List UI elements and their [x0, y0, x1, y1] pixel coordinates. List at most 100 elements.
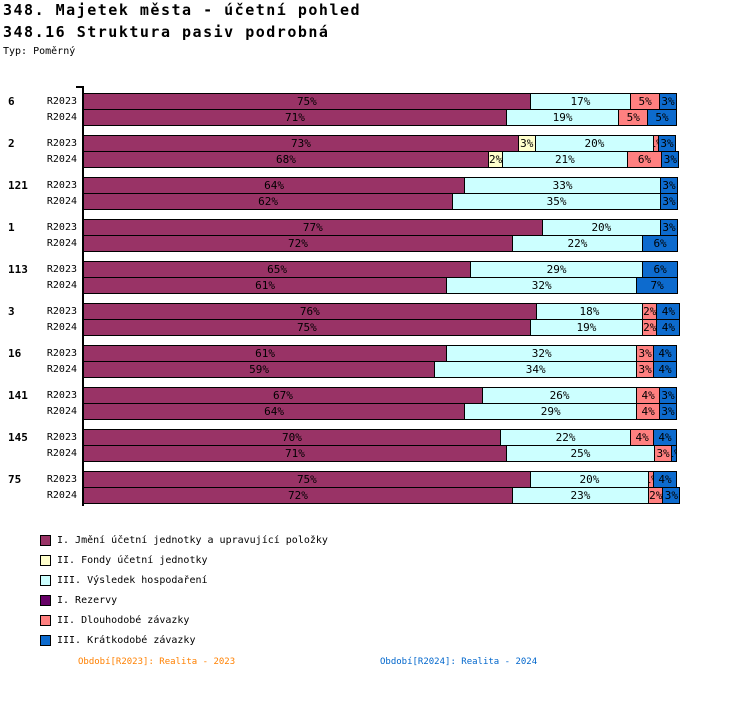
- segment-value-label: 3%: [660, 137, 674, 150]
- segment-value-label: 4%: [641, 389, 655, 402]
- bar-segment: 3%: [659, 93, 677, 110]
- bar-row: R2024 71% 25% 3%1%: [0, 445, 750, 462]
- legend-item: I. Jmění účetní jednotky a upravující po…: [40, 530, 328, 550]
- bar-segment: 4%: [653, 429, 677, 446]
- bar-segment: 65%: [83, 261, 472, 278]
- group-id-label: 75: [8, 473, 22, 486]
- segment-value-label: 4%: [661, 321, 675, 334]
- bar-segment: 6%: [642, 261, 678, 278]
- segment-value-label: 3%: [662, 179, 676, 192]
- bar-segment: 2%: [487, 151, 504, 168]
- legend: I. Jmění účetní jednotky a upravující po…: [40, 530, 328, 650]
- legend-swatch: [40, 534, 51, 546]
- bar-segment: 75%: [83, 319, 531, 336]
- bar-track: 61% 32% 3% 4%: [83, 345, 680, 362]
- legend-item: I. Rezervy: [40, 590, 328, 610]
- chart-subtitle: 348.16 Struktura pasiv podrobná: [3, 23, 330, 41]
- segment-value-label: 25%: [570, 447, 591, 460]
- bar-group: 113 R2023 65% 29% 6% R2024 61% 32% 7%: [0, 261, 750, 294]
- segment-value-label: 35%: [546, 195, 567, 208]
- bar-track: 61% 32% 7%: [83, 277, 680, 294]
- legend-swatch: [40, 554, 51, 566]
- bar-segment: 61%: [83, 277, 448, 294]
- bar-segment: 22%: [499, 429, 632, 446]
- row-period-label: R2023: [46, 390, 77, 401]
- legend-item: II. Dlouhodobé závazky: [40, 610, 328, 630]
- bar-segment: 72%: [83, 235, 513, 252]
- segment-value-label: 3%: [664, 489, 678, 502]
- bar-track: 70% 22% 4% 4%: [83, 429, 680, 446]
- bar-segment: 1%: [671, 445, 677, 462]
- bar-segment: 3%: [659, 387, 677, 404]
- segment-value-label: 3%: [661, 95, 675, 108]
- segment-value-label: 20%: [579, 473, 600, 486]
- bar-segment: 20%: [534, 135, 655, 152]
- segment-value-label: 62%: [258, 195, 278, 208]
- bar-segment: 21%: [502, 151, 628, 168]
- segment-value-label: 3%: [638, 347, 652, 360]
- segment-value-label: 3%: [662, 221, 676, 234]
- bar-segment: 3%: [660, 193, 678, 210]
- bar-track: 64% 33% 3%: [83, 177, 680, 194]
- bar-track: 71% 19% 5% 5%: [83, 109, 680, 126]
- bar-segment: 59%: [83, 361, 436, 378]
- segment-value-label: 32%: [531, 347, 552, 360]
- segment-value-label: 20%: [584, 137, 605, 150]
- row-period-label: R2024: [46, 280, 77, 291]
- bar-track: 59% 34% 3% 4%: [83, 361, 680, 378]
- segment-value-label: 4%: [658, 431, 672, 444]
- row-period-label: R2023: [46, 348, 77, 359]
- segment-value-label: 3%: [663, 153, 677, 166]
- bar-segment: 62%: [83, 193, 454, 210]
- bar-segment: 3%: [662, 487, 681, 504]
- segment-value-label: 65%: [267, 263, 287, 276]
- segment-value-label: 19%: [576, 321, 597, 334]
- segment-value-label: 4%: [635, 431, 649, 444]
- segment-value-label: 29%: [546, 263, 567, 276]
- segment-value-label: 70%: [282, 431, 302, 444]
- bar-segment: 4%: [653, 361, 677, 378]
- row-period-label: R2023: [46, 138, 77, 149]
- bar-segment: 18%: [535, 303, 644, 320]
- bar-segment: 3%: [659, 403, 677, 420]
- segment-value-label: 4%: [658, 363, 672, 376]
- bar-track: 65% 29% 6%: [83, 261, 680, 278]
- segment-value-label: 3%: [656, 447, 670, 460]
- segment-value-label: 18%: [579, 305, 600, 318]
- segment-value-label: 59%: [249, 363, 270, 376]
- bar-segment: 35%: [452, 193, 662, 210]
- bar-segment: 67%: [83, 387, 483, 404]
- bar-segment: 64%: [83, 177, 466, 194]
- bar-segment: 70%: [83, 429, 501, 446]
- bar-segment: 29%: [470, 261, 644, 278]
- footer-period-2023: Období[R2023]: Realita - 2023: [78, 657, 236, 667]
- bar-row: R2024 72% 22% 6%: [0, 235, 750, 252]
- bar-track: 75% 17% 5% 3%: [83, 93, 680, 110]
- chart-title: 348. Majetek města - účetní pohled: [3, 1, 362, 19]
- bar-segment: 64%: [83, 403, 466, 420]
- legend-label: II. Fondy účetní jednotky: [57, 554, 208, 566]
- bar-segment: 5%: [630, 93, 661, 110]
- bar-segment: 20%: [529, 471, 650, 488]
- segment-value-label: 4%: [641, 405, 655, 418]
- bar-segment: 34%: [434, 361, 638, 378]
- bar-segment: 2%: [642, 303, 658, 320]
- row-period-label: R2023: [46, 432, 77, 443]
- row-period-label: R2024: [46, 238, 77, 249]
- bar-group: 141 R2023 67% 26% 4% 3% R2024 64% 29% 4% 3%: [0, 387, 750, 420]
- bar-track: 71% 25% 3%1%: [83, 445, 680, 462]
- bar-group: 1 R2023 77% 20% 3% R2024 72% 22% 6%: [0, 219, 750, 252]
- legend-item: III. Krátkodobé závazky: [40, 630, 328, 650]
- segment-value-label: 71%: [284, 447, 305, 460]
- bar-segment: 73%: [83, 135, 519, 152]
- row-period-label: R2023: [46, 222, 77, 233]
- bar-segment: 7%: [636, 277, 678, 294]
- segment-value-label: 1%: [672, 447, 676, 460]
- row-period-label: R2023: [46, 264, 77, 275]
- segment-value-label: 34%: [525, 363, 546, 376]
- row-period-label: R2023: [46, 180, 77, 191]
- segment-value-label: 4%: [661, 305, 675, 318]
- bar-group: 121 R2023 64% 33% 3% R2024 62% 35% 3%: [0, 177, 750, 210]
- legend-swatch: [40, 634, 51, 646]
